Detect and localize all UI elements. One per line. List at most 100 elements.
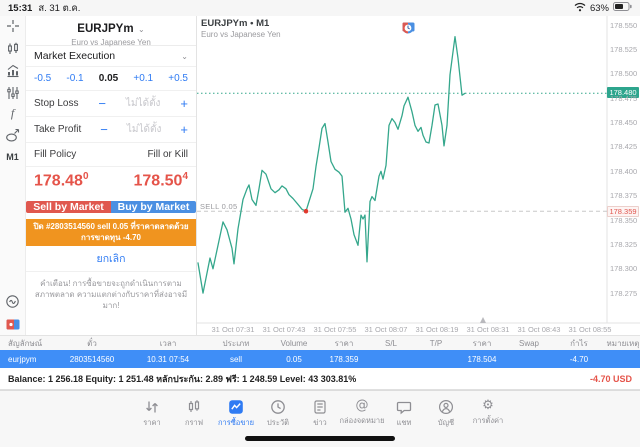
nav-tab-accounts[interactable]: บัญชี: [425, 391, 467, 447]
volume-value[interactable]: 0.05: [98, 73, 119, 84]
price-tick-label: 178.425: [610, 142, 638, 152]
nav-tab-quotes[interactable]: ราคา: [131, 391, 173, 447]
position-line-label: SELL 0.05: [200, 202, 238, 211]
objects-icon[interactable]: [0, 128, 25, 148]
buy-by-market-button[interactable]: Buy by Market: [111, 201, 196, 213]
table-cell: eurjpym: [8, 354, 37, 364]
battery-icon: [613, 2, 632, 14]
nav-tab-history[interactable]: ประวัติ: [257, 391, 299, 447]
symbol-header[interactable]: EURJPYm ⌄ Euro vs Japanese Yen: [26, 16, 196, 47]
nav-label: กราฟ: [184, 418, 204, 427]
fill-policy-row[interactable]: Fill Policy Fill or Kill: [26, 143, 196, 167]
home-indicator[interactable]: [245, 436, 395, 441]
nav-tab-mailbox[interactable]: @ กล่องจดหมาย: [339, 391, 385, 447]
table-header-cell: สัญลักษณ์: [8, 339, 43, 348]
table-cell: -4.70: [569, 354, 589, 364]
chart-title: EURJPYm • M1: [201, 18, 270, 29]
indicators-icon[interactable]: [0, 86, 25, 105]
nav-tab-trade[interactable]: การซื้อขาย: [215, 391, 257, 447]
trading-signal-icon[interactable]: [0, 294, 25, 314]
volume-stepper: -0.5 -0.1 0.05 +0.1 +0.5: [26, 67, 196, 91]
sell-price: 178.480: [34, 171, 89, 190]
timeframe-button[interactable]: M1: [6, 152, 19, 162]
nav-label: กล่องจดหมาย: [339, 416, 385, 425]
chevron-down-icon: ⌄: [138, 25, 145, 34]
fill-policy-label: Fill Policy: [34, 149, 77, 160]
open-position-row[interactable]: eurjpym 2803514560 10.31 07:54 sell 0.05 178.…: [0, 350, 640, 368]
volume-inc-big-button[interactable]: +0.5: [168, 73, 188, 84]
fx-functions-icon[interactable]: f: [10, 106, 15, 120]
price-tick-label: 178.500: [610, 69, 638, 79]
execution-warning-text: คำเตือน! การซื้อขายจะถูกดำเนินการตามสภาพ…: [34, 279, 188, 311]
table-header-cell: หมายเหตุ: [606, 339, 640, 348]
table-cell: sell: [229, 354, 242, 364]
order-type-value: Market Execution: [34, 50, 116, 62]
nav-tab-chat[interactable]: แชท: [383, 391, 425, 447]
symbol-name: EURJPYm: [77, 23, 134, 35]
table-header-cell: T/P: [429, 339, 443, 348]
nav-label: บัญชี: [437, 418, 455, 427]
positions-table-header: สัญลักษณ์ ตั๋ว เวลา ประเภท Volume ราคา S/L T/P ร…: [0, 335, 640, 351]
time-tick-label: 31 Oct 08:19: [415, 325, 459, 334]
floating-pl-value: -4.70 USD: [589, 373, 632, 384]
price-tick-label: 178.325: [610, 239, 638, 249]
economic-calendar-icon[interactable]: [0, 317, 25, 335]
table-cell: 2803514560: [69, 354, 115, 364]
order-type-select[interactable]: Market Execution ⌄: [26, 46, 196, 67]
nav-tab-charts[interactable]: กราฟ: [173, 391, 215, 447]
table-header-cell: ตั๋ว: [87, 339, 97, 348]
time-tick-label: 31 Oct 07:55: [313, 325, 357, 334]
price-tick-label: 178.475: [610, 93, 638, 103]
volume-inc-small-button[interactable]: +0.1: [133, 73, 154, 84]
price-tick-label: 178.350: [610, 215, 638, 225]
time-marker-triangle: [480, 317, 486, 323]
candlestick-style-icon[interactable]: [0, 42, 25, 61]
nav-tab-settings[interactable]: ⚙ การตั้งค่า: [467, 391, 509, 447]
sell-by-market-button[interactable]: Sell by Market: [26, 201, 111, 213]
volume-dec-big-button[interactable]: -0.5: [34, 73, 52, 84]
price-tick-label: 178.300: [610, 264, 638, 274]
table-cell: 0.05: [286, 354, 302, 364]
crosshair-icon[interactable]: [0, 19, 25, 38]
price-tick-label: 178.400: [610, 166, 638, 176]
stop-loss-value[interactable]: ไม่ได้ตั้ง: [125, 98, 161, 109]
price-tick-label: 178.375: [610, 191, 638, 201]
fill-policy-value: Fill or Kill: [147, 149, 188, 160]
wifi-icon: [574, 2, 586, 15]
table-header-cell: เวลา: [159, 339, 177, 348]
table-header-cell: กำไร: [570, 339, 588, 348]
take-profit-minus-button[interactable]: −: [100, 122, 108, 137]
volume-dec-small-button[interactable]: -0.1: [66, 73, 84, 84]
take-profit-value[interactable]: ไม่ได้ตั้ง: [126, 124, 162, 135]
account-balance-text: Balance: 1 256.18 Equity: 1 251.48 หลักป…: [8, 373, 357, 384]
table-header-cell: Volume: [280, 339, 308, 348]
cancel-button[interactable]: ยกเลิก: [26, 246, 196, 272]
price-tick-label: 178.450: [610, 118, 638, 127]
stop-loss-plus-button[interactable]: +: [180, 96, 188, 111]
nav-tab-news[interactable]: ข่าว: [299, 391, 341, 447]
stop-loss-label: Stop Loss: [34, 98, 79, 109]
time-tick-label: 31 Oct 08:31: [466, 325, 510, 334]
time-tick-label: 31 Oct 08:55: [568, 325, 612, 334]
order-buttons: Sell by Market Buy by Market: [26, 195, 196, 219]
buy-price: 178.504: [133, 171, 189, 190]
stop-loss-row: Stop Loss − ไม่ได้ตั้ง +: [26, 91, 196, 117]
time-tick-label: 31 Oct 07:43: [262, 325, 306, 334]
close-position-notice[interactable]: ปิด #2803514560 sell 0.05 ที่ราคาตลาดด้ว…: [26, 219, 196, 246]
table-header-cell: S/L: [384, 339, 397, 348]
take-profit-plus-button[interactable]: +: [180, 122, 188, 137]
chart-stats-icon[interactable]: [0, 64, 25, 83]
status-date: ส. 31 ต.ค.: [38, 2, 81, 14]
stop-loss-minus-button[interactable]: −: [98, 96, 106, 111]
table-cell: 178.504: [467, 354, 497, 364]
take-profit-row: Take Profit − ไม่ได้ตั้ง +: [26, 117, 196, 143]
position-price-tag: 178.359: [607, 206, 639, 217]
table-cell: 178.359: [329, 354, 359, 364]
price-tick-label: 178.525: [610, 44, 638, 54]
account-summary-bar: Balance: 1 256.18 Equity: 1 251.48 หลักป…: [0, 368, 640, 390]
table-header-cell: ประเภท: [222, 339, 250, 348]
time-tick-label: 31 Oct 07:31: [211, 325, 255, 334]
price-chart[interactable]: EURJPYm • M1 Euro vs Japanese Yen SELL 0…: [197, 16, 640, 335]
status-bar: 15:31 ส. 31 ต.ค. 63%: [0, 0, 640, 16]
